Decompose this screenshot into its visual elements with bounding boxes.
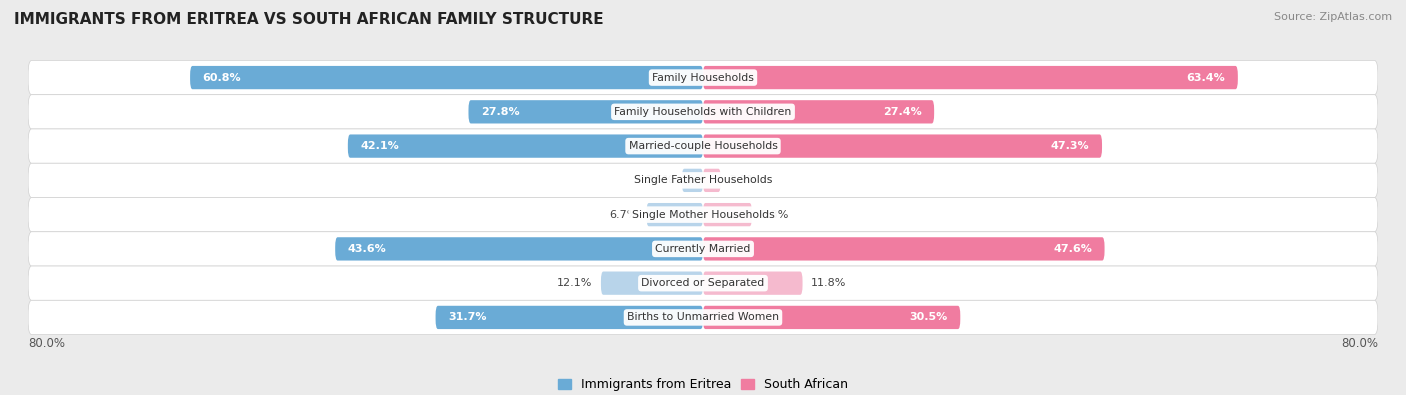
FancyBboxPatch shape — [468, 100, 703, 124]
Text: 27.8%: 27.8% — [481, 107, 520, 117]
FancyBboxPatch shape — [28, 60, 1378, 95]
Text: Currently Married: Currently Married — [655, 244, 751, 254]
Text: Single Mother Households: Single Mother Households — [631, 210, 775, 220]
Text: 42.1%: 42.1% — [360, 141, 399, 151]
Text: 80.0%: 80.0% — [28, 337, 65, 350]
Text: Single Father Households: Single Father Households — [634, 175, 772, 185]
FancyBboxPatch shape — [703, 203, 752, 226]
Text: 2.1%: 2.1% — [730, 175, 758, 185]
Text: 30.5%: 30.5% — [910, 312, 948, 322]
FancyBboxPatch shape — [703, 306, 960, 329]
Legend: Immigrants from Eritrea, South African: Immigrants from Eritrea, South African — [554, 373, 852, 395]
Text: Family Households with Children: Family Households with Children — [614, 107, 792, 117]
Text: 2.5%: 2.5% — [645, 175, 673, 185]
FancyBboxPatch shape — [703, 100, 934, 124]
Text: 6.7%: 6.7% — [610, 210, 638, 220]
FancyBboxPatch shape — [190, 66, 703, 89]
FancyBboxPatch shape — [28, 129, 1378, 163]
FancyBboxPatch shape — [347, 134, 703, 158]
FancyBboxPatch shape — [647, 203, 703, 226]
Text: 80.0%: 80.0% — [1341, 337, 1378, 350]
FancyBboxPatch shape — [703, 271, 803, 295]
FancyBboxPatch shape — [335, 237, 703, 261]
FancyBboxPatch shape — [28, 266, 1378, 300]
FancyBboxPatch shape — [28, 163, 1378, 198]
Text: 47.3%: 47.3% — [1050, 141, 1090, 151]
FancyBboxPatch shape — [436, 306, 703, 329]
Text: 47.6%: 47.6% — [1053, 244, 1092, 254]
Text: 43.6%: 43.6% — [347, 244, 387, 254]
Text: 27.4%: 27.4% — [883, 107, 921, 117]
Text: Family Households: Family Households — [652, 73, 754, 83]
Text: 11.8%: 11.8% — [811, 278, 846, 288]
FancyBboxPatch shape — [703, 66, 1237, 89]
FancyBboxPatch shape — [703, 169, 721, 192]
Text: 12.1%: 12.1% — [557, 278, 592, 288]
FancyBboxPatch shape — [600, 271, 703, 295]
FancyBboxPatch shape — [703, 134, 1102, 158]
FancyBboxPatch shape — [682, 169, 703, 192]
FancyBboxPatch shape — [28, 95, 1378, 129]
Text: 31.7%: 31.7% — [449, 312, 486, 322]
Text: 60.8%: 60.8% — [202, 73, 242, 83]
FancyBboxPatch shape — [703, 237, 1105, 261]
Text: Divorced or Separated: Divorced or Separated — [641, 278, 765, 288]
Text: 63.4%: 63.4% — [1187, 73, 1225, 83]
Text: 5.8%: 5.8% — [761, 210, 789, 220]
Text: IMMIGRANTS FROM ERITREA VS SOUTH AFRICAN FAMILY STRUCTURE: IMMIGRANTS FROM ERITREA VS SOUTH AFRICAN… — [14, 12, 603, 27]
Text: Source: ZipAtlas.com: Source: ZipAtlas.com — [1274, 12, 1392, 22]
FancyBboxPatch shape — [28, 300, 1378, 335]
Text: Births to Unmarried Women: Births to Unmarried Women — [627, 312, 779, 322]
FancyBboxPatch shape — [28, 232, 1378, 266]
Text: Married-couple Households: Married-couple Households — [628, 141, 778, 151]
FancyBboxPatch shape — [28, 198, 1378, 232]
